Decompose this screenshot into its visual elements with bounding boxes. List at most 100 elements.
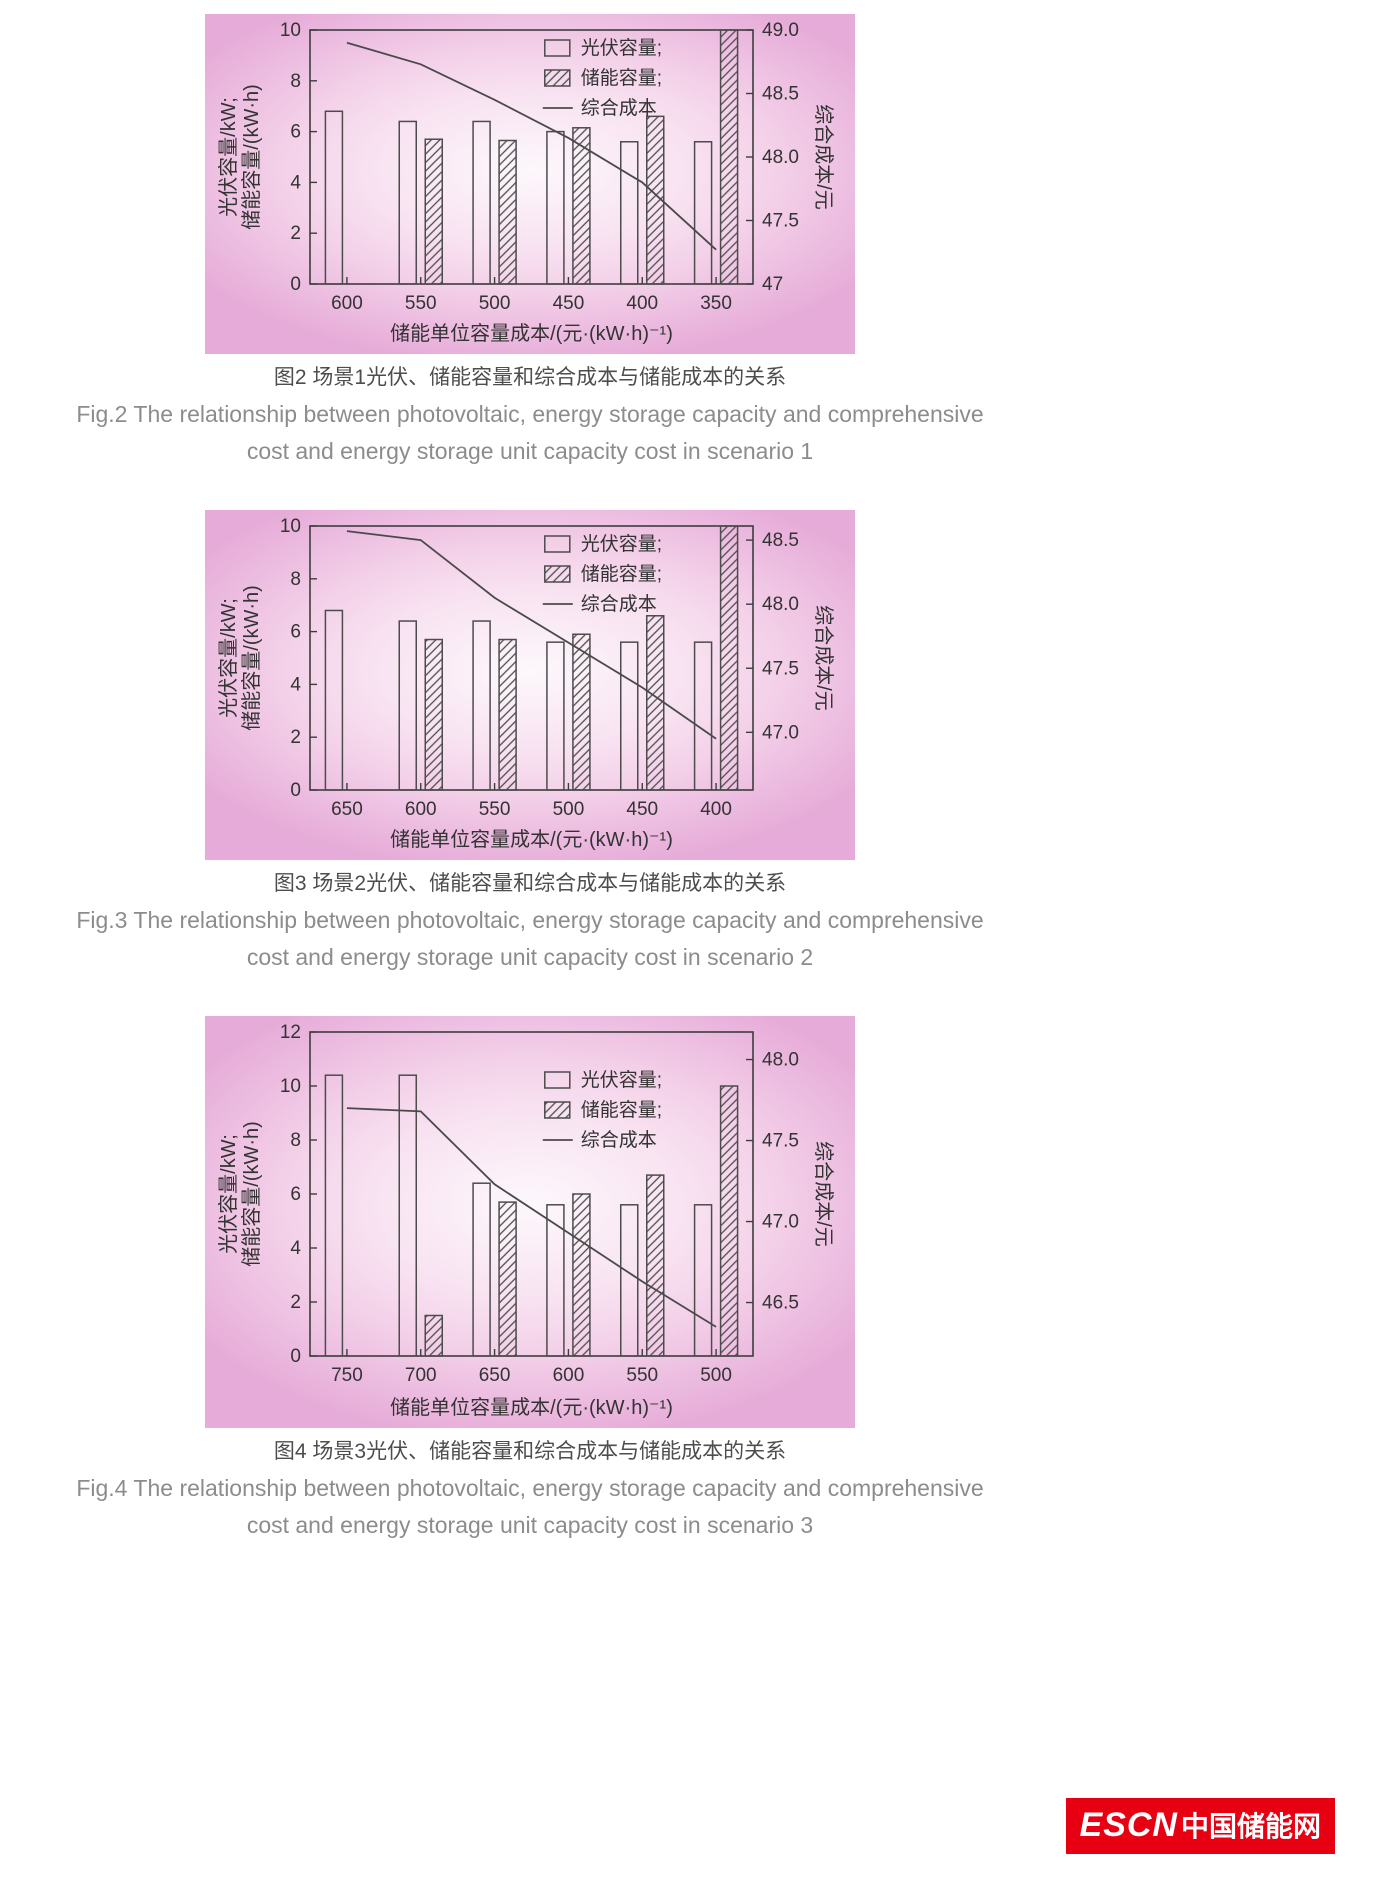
escn-logo-brand: ESCN (1079, 1805, 1178, 1844)
left-axis-tick-label: 2 (290, 223, 301, 244)
x-axis-tick-label: 750 (331, 1365, 363, 1386)
figure-3-caption-zh: 图3 场景2光伏、储能容量和综合成本与储能成本的关系 (273, 872, 787, 895)
left-axis-tick-label: 0 (290, 1346, 301, 1367)
bar-pv-capacity (620, 1204, 639, 1357)
bar-storage-capacity (572, 633, 591, 791)
figure-4-caption-en-line1: Fig.4 The relationship between photovolt… (76, 1475, 984, 1501)
left-axis-tick-label: 4 (290, 674, 301, 695)
bar-storage-capacity (498, 139, 517, 285)
bar-storage-capacity (424, 1314, 443, 1357)
plot-border (309, 525, 754, 791)
legend-label: 综合成本 (581, 593, 657, 615)
x-axis-tick-label: 700 (405, 1365, 437, 1386)
bar-storage-capacity (719, 1085, 739, 1357)
right-axis-tick-label: 47.5 (762, 211, 799, 232)
right-axis-tick-label: 47.0 (762, 722, 799, 743)
bar-storage-capacity (572, 127, 591, 285)
article-figures-column: 0 2 4 6 8 10 47 47.5 48.0 48.5 49.0 600 550 500 450 400… (0, 14, 1060, 1544)
y-axis-label-left: 光伏容量/kW; (217, 97, 240, 217)
figure-3-caption-en-line2: cost and energy storage unit capacity co… (246, 944, 814, 970)
bar-pv-capacity (693, 141, 713, 285)
y-axis-label-left: 储能容量/(kW·h) (240, 585, 263, 731)
bar-storage-capacity (646, 615, 665, 791)
figure-4-caption-en: Fig.4 The relationship between photovolt… (0, 1470, 1060, 1544)
y-axis-label-right: 综合成本/元 (812, 104, 835, 210)
legend-swatch-pv (544, 1071, 571, 1089)
x-axis-tick-label: 600 (553, 1365, 585, 1386)
bar-pv-capacity (324, 110, 344, 285)
left-axis-tick-label: 10 (280, 516, 301, 537)
bar-storage-capacity (498, 638, 517, 791)
bar-pv-capacity (620, 641, 639, 791)
bar-storage-capacity (424, 638, 443, 791)
x-axis-label: 储能单位容量成本/(元·(kW·h)⁻¹) (390, 1396, 673, 1419)
left-axis-tick-label: 2 (290, 1292, 301, 1313)
right-axis-tick-label: 47.0 (762, 1212, 799, 1233)
x-axis-tick-label: 400 (626, 293, 658, 314)
y-axis-label-left: 光伏容量/kW; (217, 1134, 240, 1254)
left-axis-tick-label: 6 (290, 1184, 301, 1205)
y-axis-label-left: 储能容量/(kW·h) (240, 1121, 263, 1267)
y-axis-label-right: 综合成本/元 (812, 1141, 835, 1247)
plot-border (309, 29, 754, 285)
legend-label: 光伏容量; (581, 37, 662, 59)
comprehensive-cost-line (346, 1107, 717, 1328)
bar-pv-capacity (324, 1074, 344, 1357)
right-axis-tick-label: 47.5 (762, 1131, 799, 1152)
right-axis-tick-label: 47 (762, 274, 783, 295)
x-axis-tick-label: 500 (479, 293, 511, 314)
left-axis-tick-label: 8 (290, 71, 301, 92)
figure-4-chart-canvas: 0 2 4 6 8 10 12 46.5 47.0 47.5 48.0 750 700 650 600 550… (217, 1022, 835, 1419)
left-axis-tick-label: 4 (290, 1238, 301, 1259)
x-axis-tick-label: 400 (700, 799, 732, 820)
figure-3-caption-en: Fig.3 The relationship between photovolt… (0, 902, 1060, 976)
x-axis-tick-label: 550 (479, 799, 511, 820)
legend-label: 光伏容量; (581, 1069, 662, 1091)
figure-2-caption-en: Fig.2 The relationship between photovolt… (0, 396, 1060, 470)
x-axis-tick-label: 600 (405, 799, 437, 820)
x-axis-tick-label: 350 (700, 293, 732, 314)
x-axis-tick-label: 550 (626, 1365, 658, 1386)
right-axis-tick-label: 49.0 (762, 20, 799, 41)
legend-swatch-pv (544, 39, 571, 57)
figure-4-caption-zh: 图4 场景3光伏、储能容量和综合成本与储能成本的关系 (273, 1440, 787, 1463)
bar-pv-capacity (398, 120, 417, 285)
right-axis-tick-label: 48.0 (762, 594, 799, 615)
figure-3-block: 0 2 4 6 8 10 47.0 47.5 48.0 48.5 650 600 550 500 450 40… (0, 510, 1060, 976)
bar-storage-capacity (646, 115, 665, 285)
bar-pv-capacity (398, 1074, 417, 1357)
bar-storage-capacity (719, 29, 739, 285)
left-axis-tick-label: 8 (290, 569, 301, 590)
figure-3-chart-panel: 0 2 4 6 8 10 47.0 47.5 48.0 48.5 650 600 550 500 450 40… (205, 510, 855, 860)
x-axis-label: 储能单位容量成本/(元·(kW·h)⁻¹) (390, 322, 673, 345)
legend-label: 储能容量; (581, 67, 662, 89)
comprehensive-cost-line (346, 530, 717, 740)
legend-label: 储能容量; (581, 563, 662, 585)
left-axis-tick-label: 8 (290, 1130, 301, 1151)
figure-2-block: 0 2 4 6 8 10 47 47.5 48.0 48.5 49.0 600 550 500 450 400… (0, 14, 1060, 470)
figure-2-caption-en-line1: Fig.2 The relationship between photovolt… (76, 401, 984, 427)
figure-2-caption-zh: 图2 场景1光伏、储能容量和综合成本与储能成本的关系 (273, 366, 787, 389)
bar-storage-capacity (498, 1201, 517, 1357)
legend-swatch-storage (544, 69, 571, 87)
legend-label: 综合成本 (581, 1129, 657, 1151)
x-axis-label: 储能单位容量成本/(元·(kW·h)⁻¹) (390, 828, 673, 851)
right-axis-tick-label: 47.5 (762, 658, 799, 679)
figure-2-caption-en-line2: cost and energy storage unit capacity co… (246, 438, 814, 464)
bar-pv-capacity (324, 609, 344, 791)
right-axis-tick-label: 46.5 (762, 1293, 799, 1314)
y-axis-label-right: 综合成本/元 (812, 605, 835, 711)
bar-storage-capacity (719, 525, 739, 791)
legend-swatch-pv (544, 535, 571, 553)
x-axis-tick-label: 600 (331, 293, 363, 314)
y-axis-label-left: 光伏容量/kW; (217, 598, 240, 718)
figure-3-chart-canvas: 0 2 4 6 8 10 47.0 47.5 48.0 48.5 650 600 550 500 450 40… (217, 516, 835, 851)
legend-swatch-storage (544, 565, 571, 583)
bar-pv-capacity (620, 141, 639, 285)
bar-pv-capacity (546, 641, 565, 791)
left-axis-tick-label: 10 (280, 1076, 301, 1097)
x-axis-tick-label: 500 (553, 799, 585, 820)
bar-pv-capacity (693, 641, 713, 791)
bar-pv-capacity (472, 120, 491, 285)
figure-3-caption-en-line1: Fig.3 The relationship between photovolt… (76, 907, 984, 933)
